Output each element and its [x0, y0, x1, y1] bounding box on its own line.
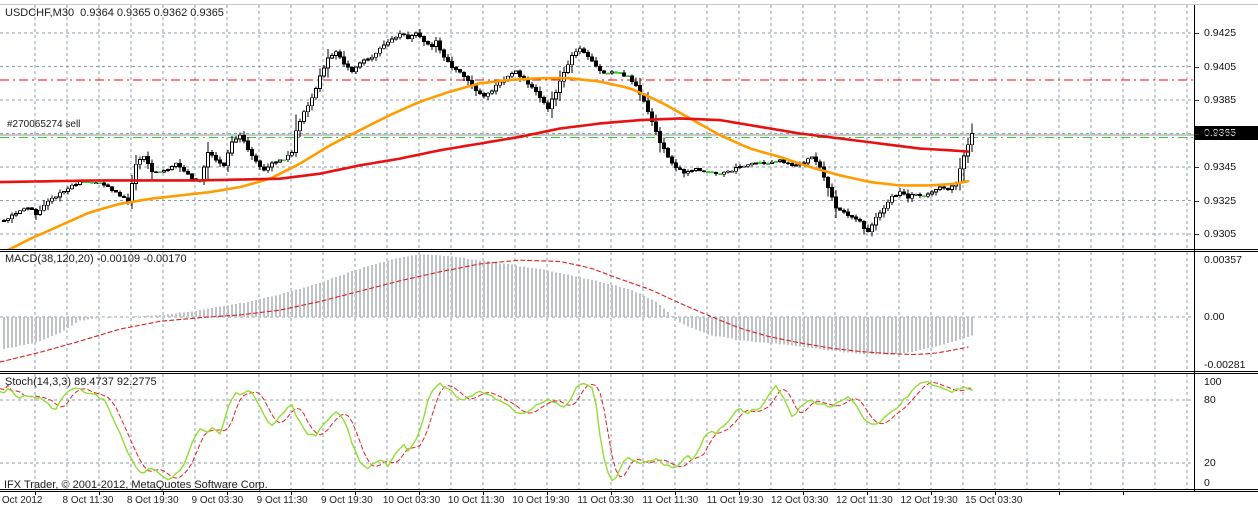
macd-axis-label: 0.00357 [1204, 254, 1242, 266]
main-vertical-gridlines [34, 5, 1188, 249]
time-axis-label: 11 Oct 11:30 [642, 495, 699, 506]
current-price-tag: 0.9365 [1195, 126, 1258, 140]
time-axis-label: 15 Oct 03:30 [965, 495, 1023, 506]
time-axis-label: 12 Oct 03:30 [771, 495, 829, 506]
time-axis-tick [99, 492, 100, 495]
stoch-indicator-label: Stoch(14,3,3) 89.4737 92.2775 [5, 376, 157, 388]
price-axis-label: 0.9345 [1204, 161, 1237, 173]
time-axis-tick [291, 492, 292, 495]
macd-vertical-gridlines [34, 252, 1188, 371]
time-axis-label: 9 Oct 19:30 [320, 495, 373, 506]
time-axis-tick [1059, 492, 1060, 495]
time-axis-tick [483, 492, 484, 495]
price-axis-tick [1195, 33, 1199, 34]
price-axis-label: 0.9385 [1204, 94, 1237, 106]
stoch-axis-label: 20 [1204, 457, 1216, 469]
price-axis-tick [1195, 133, 1199, 135]
order-line-label[interactable]: #270065274 sell [7, 119, 81, 130]
time-axis-label: 11 Oct 03:30 [577, 495, 634, 506]
price-axis-label: 0.9365 [1204, 127, 1237, 140]
price-axis-tick [1195, 100, 1199, 101]
time-axis-label: 12 Oct 19:30 [900, 495, 958, 506]
time-axis-label: 9 Oct 03:30 [191, 495, 244, 506]
price-axis-label: 0.9425 [1204, 27, 1237, 39]
time-axis-tick [867, 492, 868, 495]
time-axis-tick [803, 492, 804, 495]
time-axis-tick [995, 492, 996, 495]
time-axis-label: 8 Oct 11:30 [62, 495, 114, 506]
price-axis-tick [1195, 200, 1199, 202]
time-axis-label: 10 Oct 11:30 [447, 495, 505, 506]
price-axis-tick [1195, 234, 1199, 235]
stoch-axis-label: 80 [1204, 394, 1216, 406]
macd-indicator-label: MACD(38,120,20) -0.00109 -0.00170 [5, 253, 187, 265]
macd-axis-label: -0.00281 [1204, 359, 1246, 371]
stoch-k-line [0, 380, 973, 482]
macd-indicator-canvas[interactable] [0, 252, 1194, 371]
time-axis-label: 11 Oct 19:30 [706, 495, 764, 506]
time-axis-tick [227, 492, 228, 495]
ma-slow-red [0, 117, 970, 184]
panel-separator-main-macd[interactable] [0, 249, 1258, 252]
time-axis-tick [355, 492, 356, 495]
main-chart-canvas[interactable] [0, 5, 1194, 249]
time-axis-label: 12 Oct 11:30 [836, 495, 893, 506]
macd-histogram [3, 254, 973, 355]
time-axis-tick [675, 492, 676, 495]
copyright-text: IFX Trader, © 2001-2012, MetaQuotes Soft… [4, 479, 268, 491]
stoch-axis-label: 100 [1204, 376, 1222, 388]
price-axis-label: 0.9325 [1204, 194, 1237, 207]
time-axis-tick [163, 492, 164, 495]
time-axis-tick [1123, 492, 1124, 495]
price-axis-tick [1195, 167, 1199, 168]
time-axis-label: 10 Oct 03:30 [382, 495, 441, 506]
time-axis-label: 9 Oct 11:30 [256, 495, 308, 506]
time-axis-tick [419, 492, 420, 495]
time-axis-label: 8 Oct 2012 [1, 495, 43, 506]
time-axis-tick [547, 492, 548, 495]
time-axis-label: 8 Oct 19:30 [126, 495, 179, 506]
price-axis-border [1194, 5, 1195, 492]
time-axis-tick [739, 492, 740, 495]
price-axis-label: 0.9305 [1204, 228, 1237, 240]
candlesticks [2, 29, 974, 237]
panel-separator-stoch-axis[interactable] [0, 489, 1258, 492]
time-axis-label: 10 Oct 19:30 [512, 495, 570, 506]
price-axis-tick [1195, 66, 1199, 68]
chart-title-ohlc: USDCHF,M30 0.9364 0.9365 0.9362 0.9365 [5, 7, 224, 19]
macd-axis-label: 0.00 [1204, 311, 1225, 323]
stoch-axis-label: 0 [1204, 477, 1210, 489]
window-top-border [0, 4, 1258, 5]
stoch-d-line [0, 381, 973, 479]
panel-separator-macd-stoch[interactable] [0, 371, 1258, 374]
ma-fast-orange [7, 76, 970, 249]
time-axis-tick [931, 492, 932, 495]
stochastic-indicator-canvas[interactable] [0, 374, 1194, 489]
time-axis-tick [611, 492, 612, 495]
time-axis-tick [35, 492, 36, 495]
price-axis-label: 0.9405 [1204, 60, 1237, 73]
